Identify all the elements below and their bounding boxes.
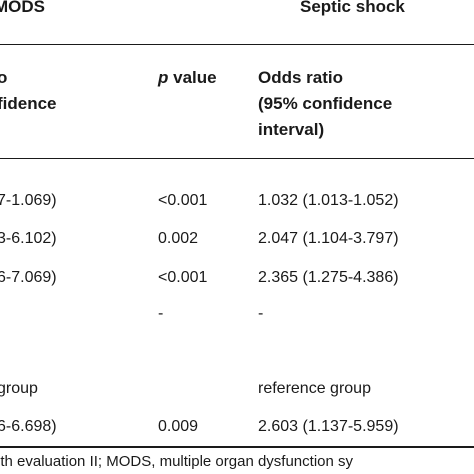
ss-or-header-line3: interval) [258, 120, 325, 139]
row-1-ss-or: 1.032 (1.013-1.052) [258, 192, 399, 209]
row-1-mods-or: 7-1.069) [0, 192, 57, 209]
row-6-mods-or: group [0, 380, 38, 397]
row-4-p-value: - [158, 305, 164, 322]
mods-or-header-line2: fidence [0, 94, 57, 113]
row-2-mods-or: 3-6.102) [0, 230, 57, 247]
ss-or-header-line2: (95% confidence [258, 94, 393, 113]
row-1-p-value: <0.001 [158, 192, 208, 209]
row-7-ss-or: 2.603 (1.137-5.959) [258, 418, 399, 435]
row-3-mods-or: 6-7.069) [0, 269, 57, 286]
row-7-p-value: 0.009 [158, 418, 199, 435]
row-4-ss-or: - [258, 305, 264, 322]
column-header-rule [0, 158, 474, 159]
table-footnote: lth evaluation II; MODS, multiple organ … [0, 453, 354, 470]
row-2-ss-or: 2.047 (1.104-3.797) [258, 230, 399, 247]
p-value-header: p value [158, 67, 217, 89]
row-2-p-value: 0.002 [158, 230, 199, 247]
p-value-header-rest: value [168, 68, 217, 87]
group-header-septic-shock: Septic shock [300, 0, 405, 16]
row-3-ss-or: 2.365 (1.275-4.386) [258, 269, 399, 286]
row-3-p-value: <0.001 [158, 269, 208, 286]
row-6-ss-or: reference group [258, 380, 371, 397]
table-bottom-rule [0, 446, 474, 448]
ss-or-header-line1: Odds ratio [258, 68, 344, 87]
group-header-rule [0, 44, 474, 45]
row-7-mods-or: 6-6.698) [0, 418, 57, 435]
group-header-mods: MODS [0, 0, 45, 16]
mods-or-header-line1: o [0, 68, 8, 87]
p-value-header-italic: p [158, 68, 169, 87]
